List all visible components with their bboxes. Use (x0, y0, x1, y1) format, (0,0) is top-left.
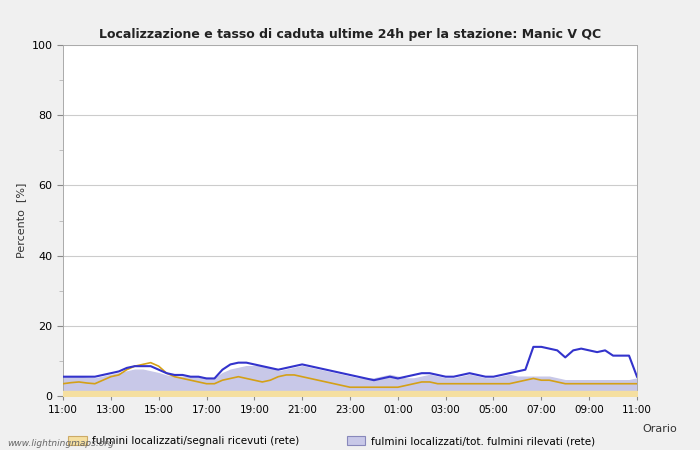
Title: Localizzazione e tasso di caduta ultime 24h per la stazione: Manic V QC: Localizzazione e tasso di caduta ultime … (99, 28, 601, 41)
Text: www.lightningmaps.org: www.lightningmaps.org (7, 439, 113, 448)
Y-axis label: Percento  [%]: Percento [%] (16, 183, 26, 258)
Legend: fulmini localizzati/segnali ricevuti (rete), fulmini localizzati/segnali ricevut: fulmini localizzati/segnali ricevuti (re… (68, 436, 634, 450)
Text: Orario: Orario (643, 424, 678, 434)
